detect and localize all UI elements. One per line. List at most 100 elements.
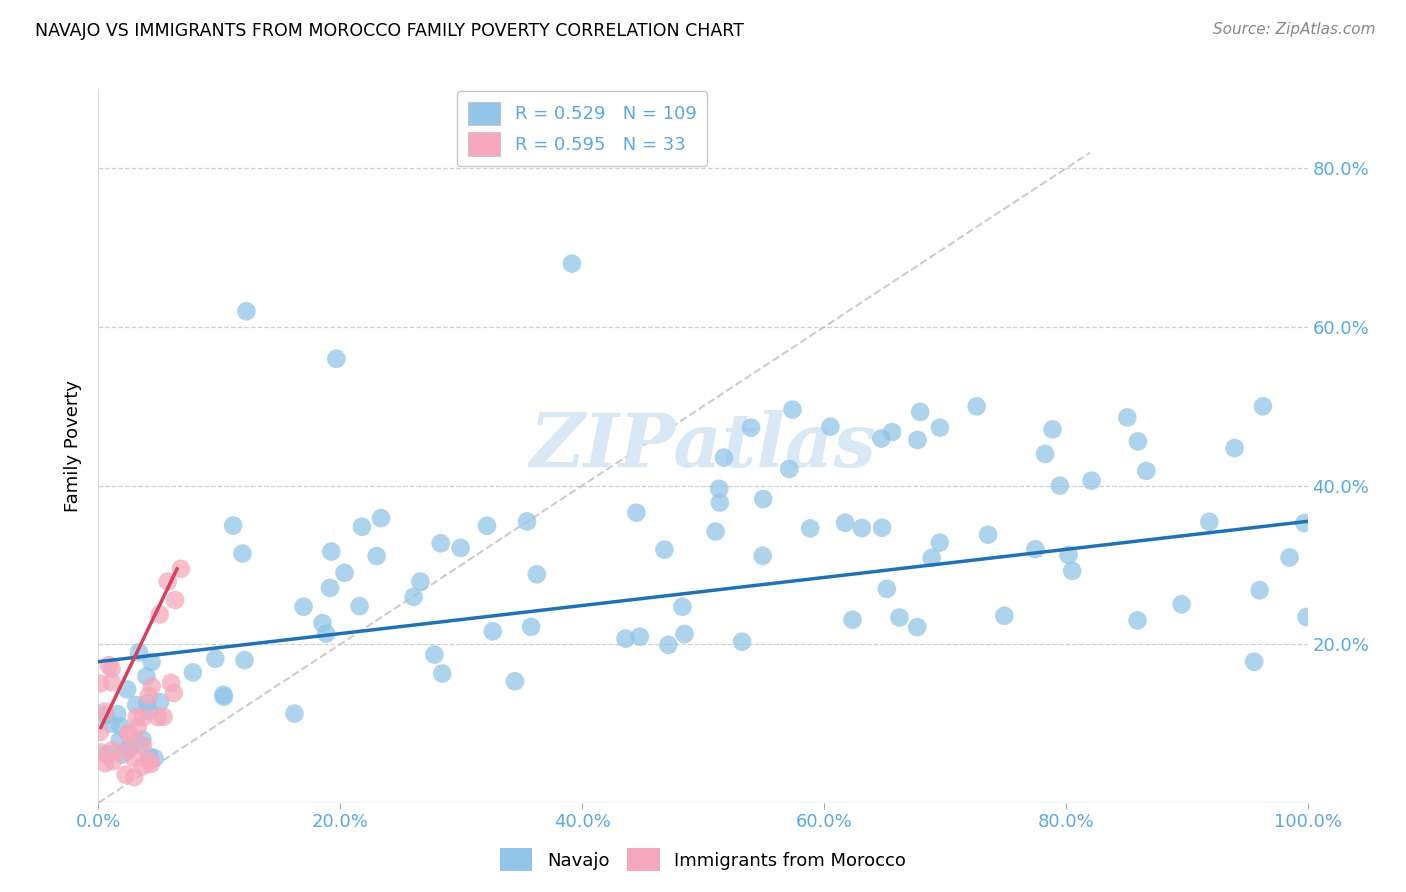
Point: [740, 420, 762, 434]
Point: [118, 727, 141, 741]
Point: [402, 590, 425, 604]
Point: [132, 739, 155, 753]
Point: [516, 515, 538, 529]
Point: [1126, 434, 1149, 449]
Point: [409, 574, 432, 589]
Point: [366, 549, 388, 563]
Point: [503, 674, 526, 689]
Point: [132, 710, 155, 724]
Point: [131, 732, 153, 747]
Point: [105, 707, 128, 722]
Point: [100, 716, 122, 731]
Point: [450, 541, 472, 555]
Point: [928, 535, 950, 549]
Point: [321, 544, 343, 558]
Point: [96, 747, 118, 761]
Point: [325, 351, 347, 366]
Point: [481, 624, 503, 639]
Point: [1294, 516, 1316, 530]
Point: [111, 747, 134, 762]
Point: [1223, 441, 1246, 455]
Point: [907, 433, 929, 447]
Point: [90, 745, 112, 759]
Point: [751, 549, 773, 563]
Point: [928, 420, 950, 434]
Point: [100, 661, 122, 675]
Point: [731, 634, 754, 648]
Point: [709, 482, 731, 496]
Point: [1170, 597, 1192, 611]
Point: [349, 599, 371, 613]
Point: [333, 566, 356, 580]
Point: [977, 527, 1000, 541]
Point: [101, 754, 124, 768]
Legend: R = 0.529   N = 109, R = 0.595   N = 33: R = 0.529 N = 109, R = 0.595 N = 33: [457, 91, 707, 167]
Point: [149, 607, 172, 622]
Point: [125, 736, 148, 750]
Point: [1049, 478, 1071, 492]
Point: [136, 697, 159, 711]
Point: [370, 511, 392, 525]
Point: [1116, 410, 1139, 425]
Point: [152, 710, 174, 724]
Point: [778, 462, 800, 476]
Point: [870, 432, 893, 446]
Point: [1033, 447, 1056, 461]
Point: [165, 593, 187, 607]
Point: [94, 756, 117, 771]
Point: [146, 710, 169, 724]
Point: [628, 630, 651, 644]
Point: [139, 756, 162, 771]
Point: [222, 518, 245, 533]
Point: [125, 698, 148, 712]
Text: NAVAJO VS IMMIGRANTS FROM MOROCCO FAMILY POVERTY CORRELATION CHART: NAVAJO VS IMMIGRANTS FROM MOROCCO FAMILY…: [35, 22, 744, 40]
Point: [149, 695, 172, 709]
Point: [870, 521, 893, 535]
Point: [851, 521, 873, 535]
Y-axis label: Family Poverty: Family Poverty: [65, 380, 83, 512]
Point: [204, 651, 226, 665]
Point: [709, 495, 731, 509]
Point: [1042, 422, 1064, 436]
Point: [122, 751, 145, 765]
Point: [820, 419, 842, 434]
Point: [1080, 474, 1102, 488]
Point: [1251, 400, 1274, 414]
Point: [101, 743, 124, 757]
Point: [561, 257, 583, 271]
Point: [657, 638, 679, 652]
Point: [993, 608, 1015, 623]
Point: [423, 648, 446, 662]
Point: [673, 627, 696, 641]
Point: [117, 744, 139, 758]
Point: [101, 675, 124, 690]
Point: [163, 686, 186, 700]
Point: [89, 676, 111, 690]
Point: [671, 599, 693, 614]
Point: [966, 400, 988, 414]
Point: [704, 524, 727, 539]
Point: [89, 725, 111, 739]
Point: [1249, 583, 1271, 598]
Point: [311, 616, 333, 631]
Point: [752, 491, 775, 506]
Point: [626, 506, 648, 520]
Point: [125, 710, 148, 724]
Point: [94, 708, 117, 723]
Point: [905, 620, 928, 634]
Point: [1295, 610, 1317, 624]
Point: [1057, 548, 1080, 562]
Point: [110, 719, 132, 733]
Point: [713, 450, 735, 465]
Point: [160, 675, 183, 690]
Point: [117, 741, 139, 756]
Point: [114, 767, 136, 781]
Point: [432, 666, 454, 681]
Point: [350, 519, 373, 533]
Point: [319, 581, 342, 595]
Point: [212, 690, 235, 704]
Point: [520, 620, 543, 634]
Point: [122, 770, 145, 784]
Point: [138, 689, 160, 703]
Legend: Navajo, Immigrants from Morocco: Navajo, Immigrants from Morocco: [492, 841, 914, 879]
